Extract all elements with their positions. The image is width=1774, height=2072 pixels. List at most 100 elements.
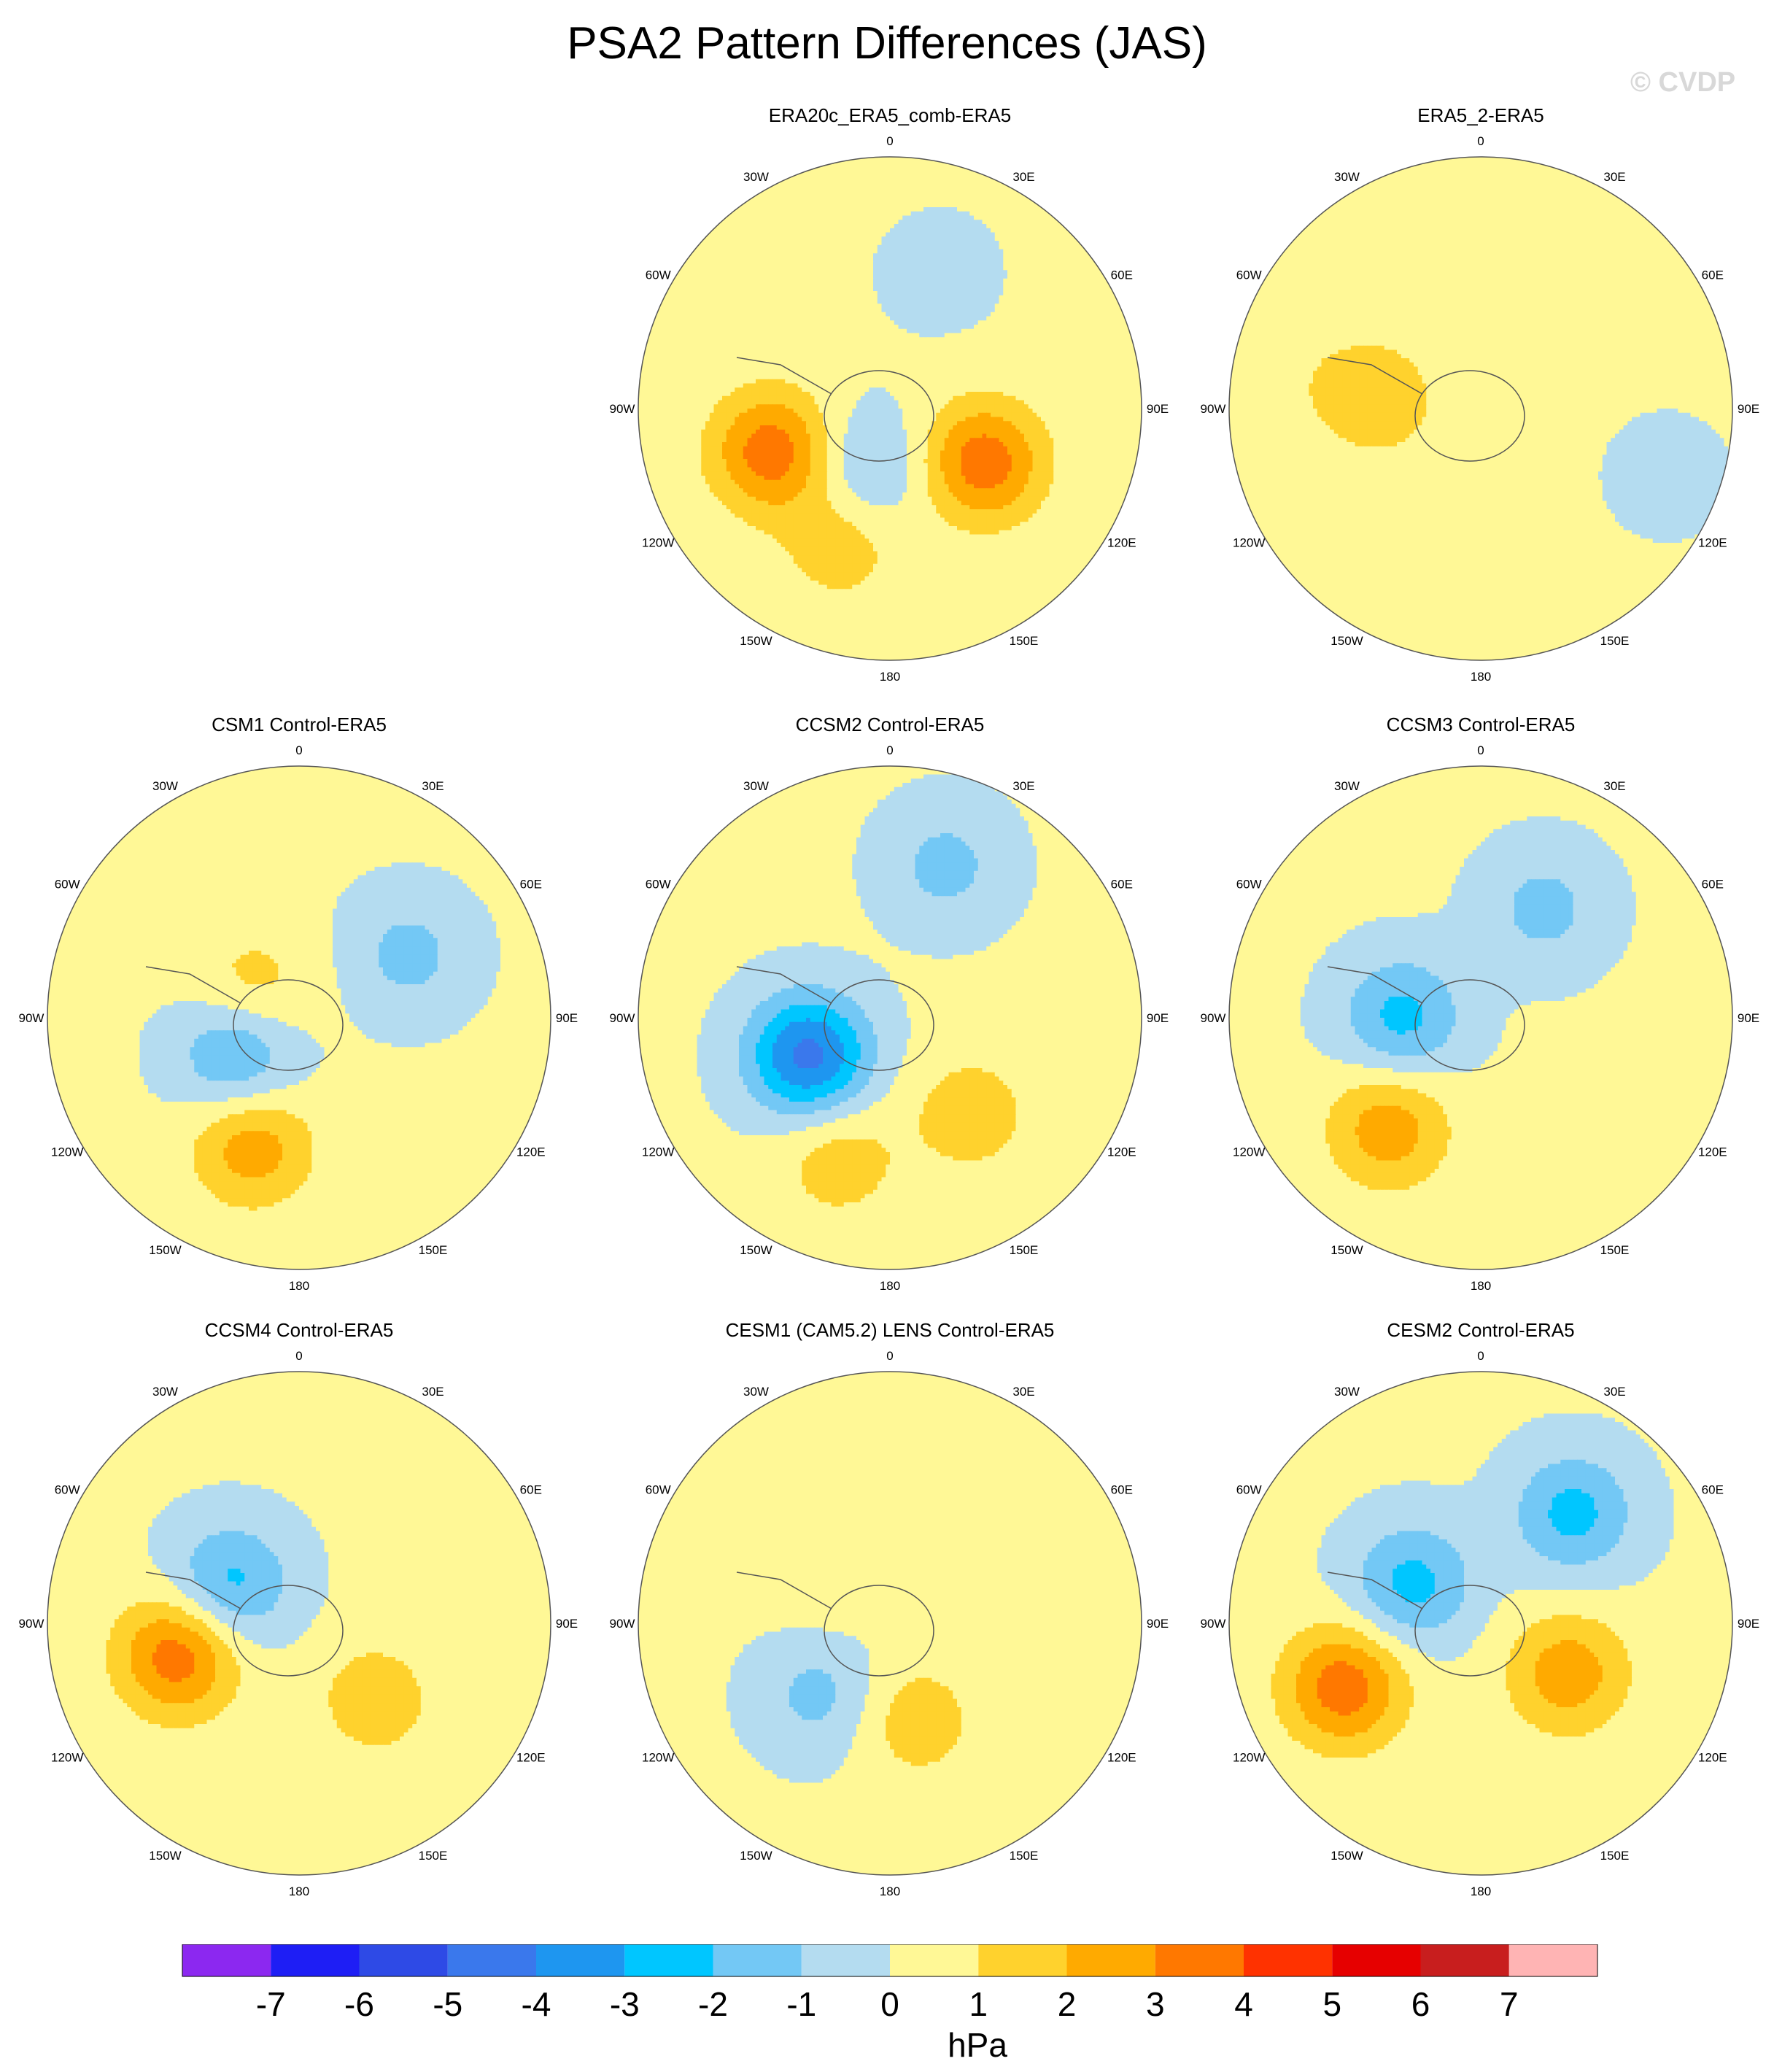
- contour-cell: [802, 250, 806, 254]
- contour-cell: [1037, 283, 1041, 287]
- contour-cell: [748, 325, 752, 329]
- contour-cell: [1007, 279, 1012, 283]
- contour-cell: [693, 253, 697, 258]
- contour-cell: [861, 367, 865, 371]
- contour-cell: [1003, 199, 1007, 204]
- contour-cell: [1096, 371, 1100, 375]
- contour-cell: [684, 379, 689, 384]
- contour-cell: [751, 337, 756, 341]
- contour-cell: [835, 253, 840, 258]
- contour-cell: [986, 262, 991, 266]
- contour-cell: [1029, 266, 1033, 271]
- contour-cell: [986, 317, 991, 321]
- contour-cell: [1066, 270, 1071, 274]
- contour-cell: [844, 203, 848, 207]
- contour-cell: [915, 186, 920, 190]
- contour-cell: [676, 291, 681, 295]
- contour-cell: [772, 283, 777, 287]
- contour-cell: [743, 354, 748, 358]
- contour-cell: [1045, 304, 1050, 308]
- contour-cell: [902, 174, 907, 178]
- contour-cell: [689, 308, 693, 312]
- contour-cell: [936, 363, 940, 367]
- contour-cell: [1112, 308, 1117, 312]
- contour-cell: [856, 169, 861, 174]
- contour-cell: [1134, 371, 1138, 375]
- contour-cell: [865, 350, 869, 355]
- contour-cell: [1070, 283, 1074, 287]
- contour-cell: [1104, 367, 1108, 371]
- contour-cell: [697, 250, 702, 254]
- contour-cell: [1083, 363, 1088, 367]
- contour-cell: [1087, 337, 1091, 341]
- contour-cell: [768, 341, 772, 346]
- contour-cell: [886, 283, 890, 287]
- contour-cell: [940, 169, 945, 174]
- contour-cell: [848, 358, 853, 363]
- contour-cell: [667, 346, 672, 350]
- contour-cell: [743, 363, 748, 367]
- contour-cell: [991, 245, 995, 250]
- contour-cell: [815, 174, 819, 178]
- contour-cell: [1104, 304, 1108, 308]
- contour-cell: [760, 195, 764, 199]
- contour-cell: [710, 287, 714, 291]
- contour-cell: [1058, 253, 1062, 258]
- contour-cell: [848, 220, 853, 224]
- contour-cell: [701, 308, 705, 312]
- contour-cell: [710, 346, 714, 350]
- contour-cell: [1066, 287, 1071, 291]
- contour-cell: [936, 274, 940, 279]
- contour-cell: [689, 300, 693, 304]
- contour-cell: [882, 161, 886, 166]
- contour-cell: [999, 279, 1004, 283]
- contour-cell: [969, 186, 974, 190]
- contour-cell: [1120, 341, 1125, 346]
- contour-cell: [983, 312, 987, 317]
- contour-cell: [999, 216, 1004, 220]
- contour-cell: [999, 283, 1004, 287]
- contour-cell: [1029, 279, 1033, 283]
- contour-cell: [756, 312, 760, 317]
- contour-cell: [969, 212, 974, 216]
- contour-cell: [794, 224, 798, 228]
- contour-cell: [701, 283, 705, 287]
- contour-cell: [710, 291, 714, 295]
- contour-cell: [969, 308, 974, 312]
- contour-cell: [840, 174, 844, 178]
- contour-cell: [861, 270, 865, 274]
- contour-cell: [1045, 262, 1050, 266]
- contour-cell: [1096, 363, 1100, 367]
- contour-cell: [902, 266, 907, 271]
- contour-cell: [919, 203, 923, 207]
- contour-cell: [1024, 295, 1029, 300]
- contour-cell: [983, 262, 987, 266]
- contour-cell: [945, 379, 949, 384]
- contour-cell: [760, 253, 764, 258]
- contour-cell: [886, 354, 890, 358]
- contour-cell: [1045, 341, 1050, 346]
- contour-cell: [714, 300, 718, 304]
- contour-cell: [1003, 283, 1007, 287]
- contour-cell: [1003, 258, 1007, 262]
- contour-cell: [667, 304, 672, 308]
- contour-cell: [840, 182, 844, 187]
- contour-cell: [768, 367, 772, 371]
- contour-cell: [1041, 253, 1045, 258]
- contour-cell: [1108, 337, 1112, 341]
- contour-cell: [1108, 350, 1112, 355]
- contour-cell: [949, 333, 953, 338]
- contour-cell: [966, 212, 970, 216]
- contour-cell: [1041, 224, 1045, 228]
- contour-cell: [1083, 354, 1088, 358]
- contour-cell: [1079, 333, 1083, 338]
- contour-cell: [856, 308, 861, 312]
- contour-cell: [760, 337, 764, 341]
- contour-cell: [664, 337, 668, 341]
- contour-cell: [777, 270, 781, 274]
- contour-cell: [667, 317, 672, 321]
- contour-cell: [818, 329, 823, 333]
- contour-cell: [835, 300, 840, 304]
- contour-cell: [852, 295, 856, 300]
- contour-cell: [802, 270, 806, 274]
